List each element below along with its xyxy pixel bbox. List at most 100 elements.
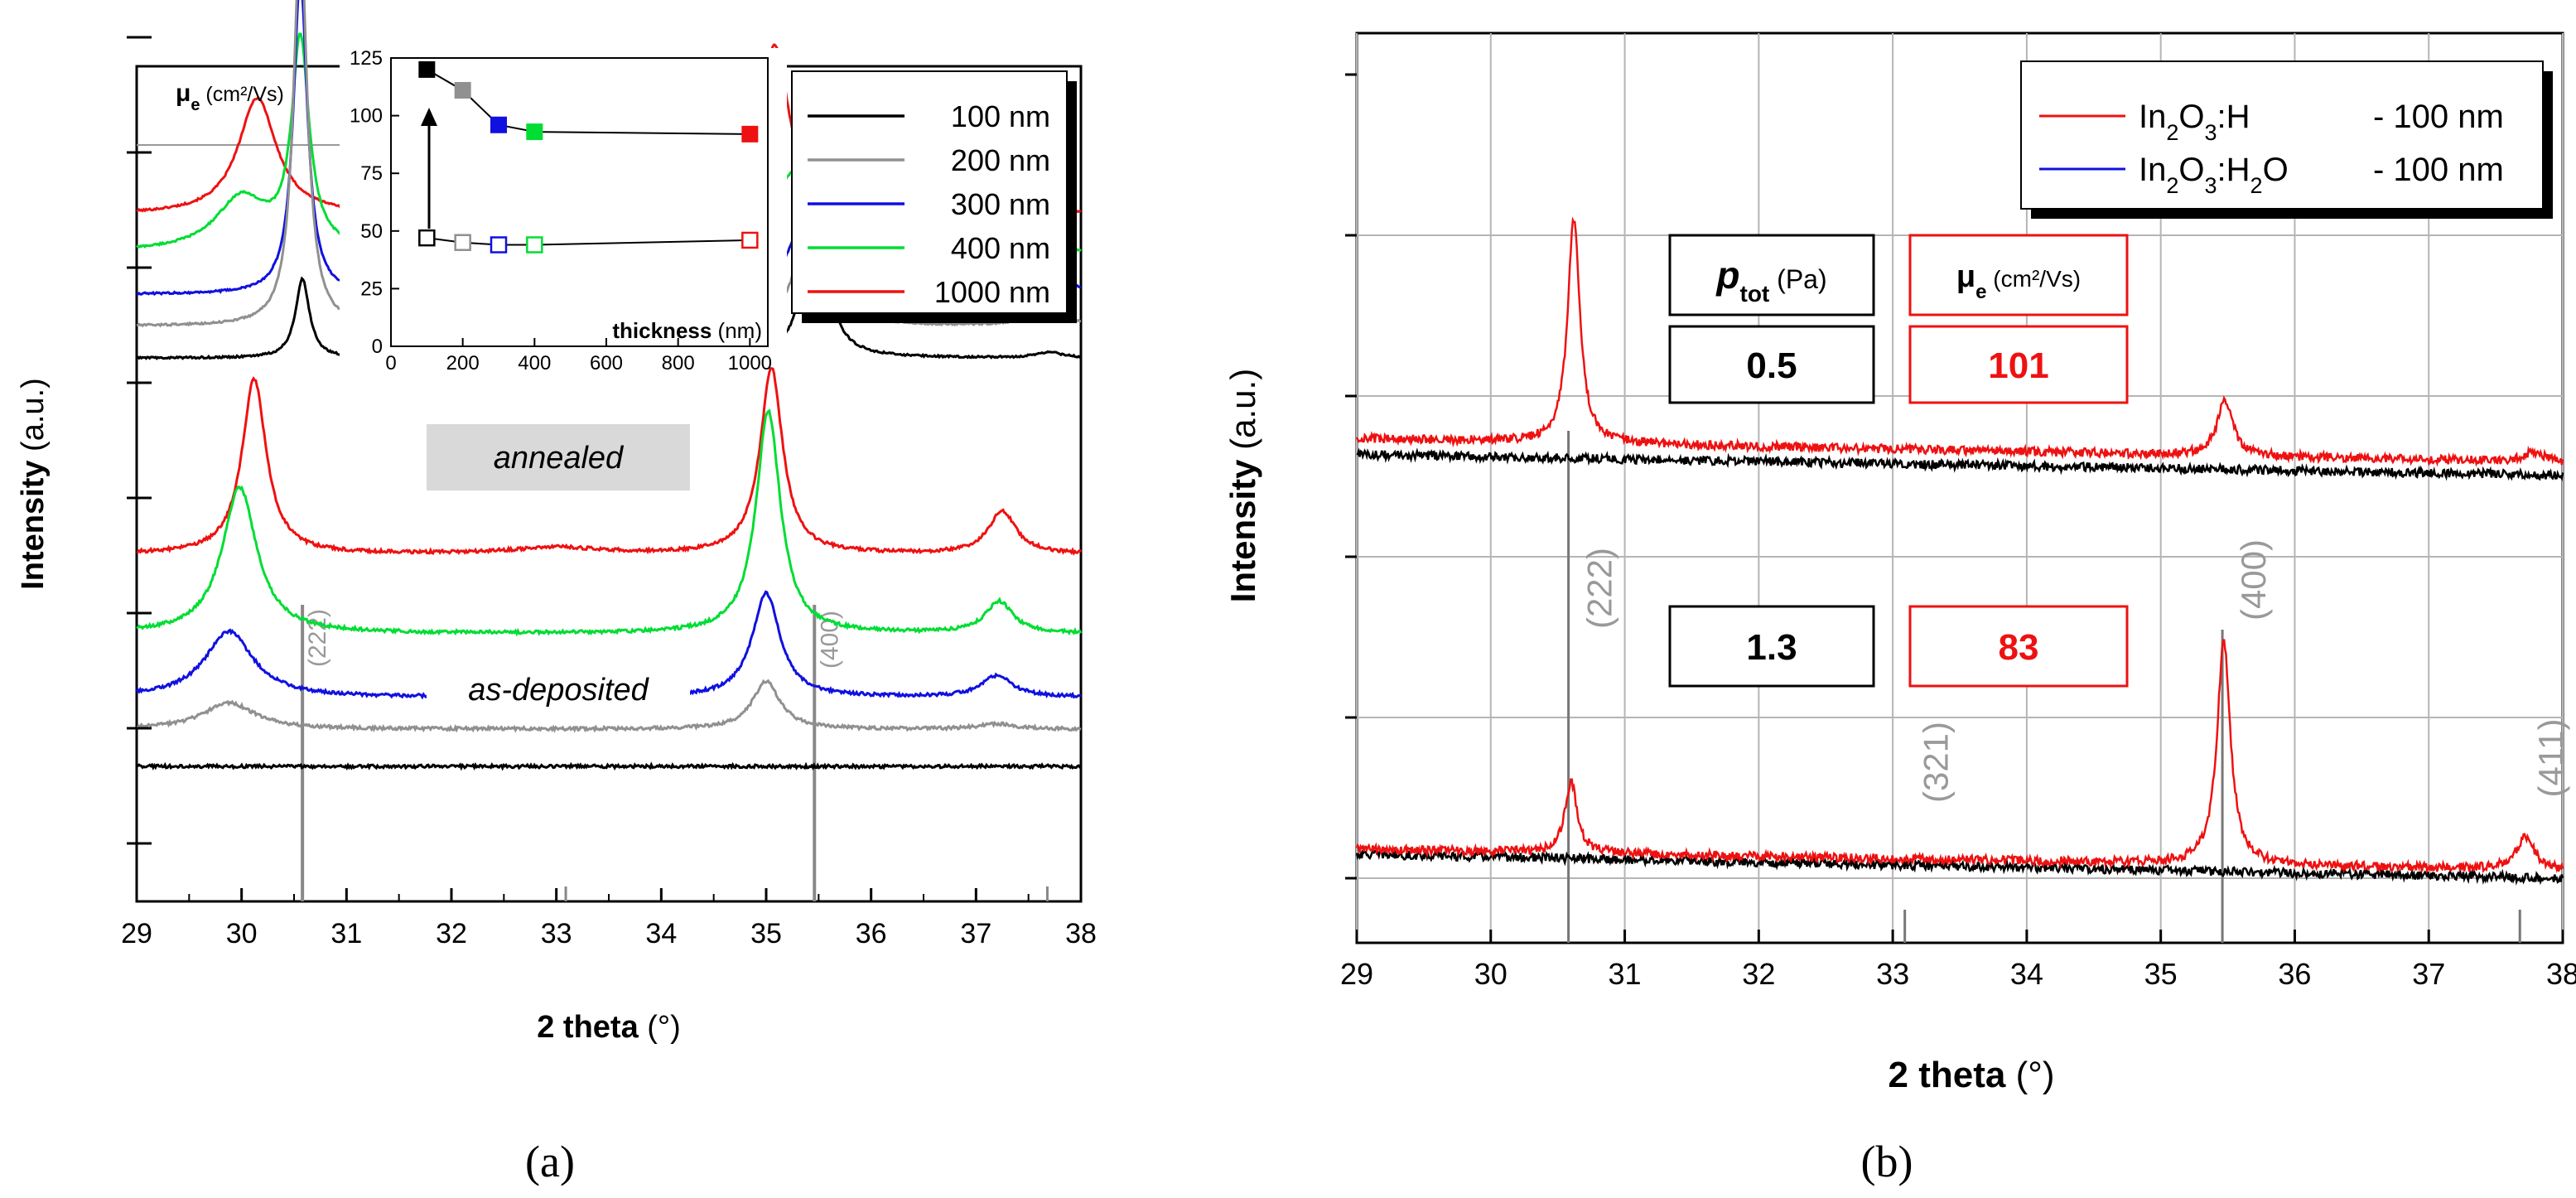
plot-a-xlabel-bold: 2 theta xyxy=(537,1010,639,1045)
legend-formula-in2o3-h-part4: 3 xyxy=(2205,120,2217,145)
p-tot-value-row1: 0.5 xyxy=(1746,345,1797,386)
mu-e-cell-row1 xyxy=(1908,325,2129,404)
plot-a-xtick-label: 33 xyxy=(541,918,572,949)
inset-point-as-deposited xyxy=(526,236,543,254)
legend-label-in2o3-h: In2O3:H xyxy=(2139,99,2250,145)
plot-a-reflection-label: (222) xyxy=(304,609,331,667)
mu-e-header: μe (cm²/Vs) xyxy=(1956,259,2081,303)
inset-xtick-label: 600 xyxy=(590,352,623,374)
plot-b-ylabel: Intensity (a.u.) xyxy=(1223,369,1262,602)
inset-ytick-label: 25 xyxy=(360,278,383,300)
mu-e-header-unit: (cm²/Vs) xyxy=(1987,266,2082,292)
plot-b-xtick-label: 36 xyxy=(2278,957,2311,991)
inset-xtick-label: 0 xyxy=(385,352,396,374)
inset-point-annealed xyxy=(526,123,543,141)
plot-b-series-line xyxy=(1355,216,2564,467)
plot-b-reflection-label: (411) xyxy=(2531,719,2570,798)
panel-a: (222) (400) 29 30 31 32 33 34 35 36 37 38 Intensit… xyxy=(16,0,1097,1186)
legend-formula-in2o3-h2o-part6: 2 xyxy=(2250,173,2263,198)
plot-b-xtick-label: 38 xyxy=(2546,957,2576,991)
plot-b-legend: In2O3:H - 100 nm In2O3:H2O - 100 nm xyxy=(2020,60,2553,219)
legend-suffix-in2o3-h: - 100 nm xyxy=(2373,99,2504,135)
plot-a-xlabel: 2 theta (°) xyxy=(537,1010,681,1045)
svg-text:Intensity (a.u.): Intensity (a.u.) xyxy=(16,378,51,590)
plot-a-series-line xyxy=(136,679,1082,733)
inset-ytick-label: 50 xyxy=(360,220,383,243)
plot-a-axis-ticks: 29 30 31 32 33 34 35 36 37 38 xyxy=(121,36,1097,949)
legend-formula-in2o3-h2o-part2: 2 xyxy=(2166,173,2178,198)
plot-a-legend-items: 100 nm 200 nm 300 nm 400 nm 1000 nm xyxy=(808,99,1050,309)
plot-a-ylabel-unit: (a.u.) xyxy=(16,378,51,460)
inset-ytick-label: 125 xyxy=(350,47,383,70)
plot-a-xtick-label: 37 xyxy=(960,918,991,949)
plot-a-series-line xyxy=(136,761,1083,771)
inset-xtick-label: 400 xyxy=(518,352,551,374)
plot-b-grid xyxy=(1356,33,2564,943)
plot-b-reflection-label: (400) xyxy=(2234,539,2273,621)
plot-b-xlabel-unit: (°) xyxy=(2005,1055,2054,1095)
plot-b-xtick-label: 32 xyxy=(1742,957,1775,991)
plot-b-axis-ticks: 29 30 31 32 33 34 35 36 37 38 xyxy=(1340,73,2576,991)
inset-xtick-label: 200 xyxy=(446,352,480,374)
panel-b-label: (b) xyxy=(1861,1137,1913,1186)
plot-a-legend-label: 1000 nm xyxy=(934,275,1050,309)
plot-b-xtick-label: 37 xyxy=(2412,957,2445,991)
plot-a-xtick-label: 31 xyxy=(330,918,362,949)
inset-point-annealed xyxy=(454,81,471,99)
plot-b-xtick-label: 34 xyxy=(2010,957,2043,991)
annealed-label: annealed xyxy=(494,441,625,476)
inset-arrow-head xyxy=(421,108,437,126)
plot-b-xtick-label: 30 xyxy=(1474,957,1507,991)
panel-a-label: (a) xyxy=(525,1137,575,1186)
plot-b-series-line xyxy=(1355,848,2564,886)
mobility-axis-label-sub: e xyxy=(191,96,200,114)
plot-a-legend-label: 200 nm xyxy=(951,143,1050,177)
mu-e-value-row2: 83 xyxy=(1999,627,2039,668)
plot-b-xtick-label: 29 xyxy=(1340,957,1373,991)
p-tot-cell-row2 xyxy=(1668,605,1875,688)
mobility-axis-label-main: μ xyxy=(176,80,191,107)
plot-a-xlabel-unit: (°) xyxy=(639,1010,681,1045)
plot-a-xtick-label: 36 xyxy=(856,918,887,949)
inset-point-annealed xyxy=(418,60,436,78)
inset-xtick-label: 800 xyxy=(662,352,695,374)
mu-e-header-main: μ xyxy=(1956,259,1975,294)
inset-xlabel-unit: (nm) xyxy=(712,318,762,343)
plot-b-xlabel: 2 theta (°) xyxy=(1889,1055,2055,1095)
plot-b-series-group xyxy=(1355,216,2564,886)
plot-a-series-line xyxy=(136,408,1083,637)
inset-axis-ticks: 0 200 400 600 800 1000 0 25 50 75 100 125 xyxy=(350,47,772,374)
plot-b-reflection-label: (222) xyxy=(1580,548,1619,629)
plot-b-ylabel-unit: (a.u.) xyxy=(1223,369,1262,460)
mu-e-header-cell xyxy=(1908,234,2129,316)
plot-b-xlabel-bold: 2 theta xyxy=(1889,1055,2006,1095)
inset-background xyxy=(340,48,787,366)
inset-point-as-deposited xyxy=(741,231,759,249)
inset-chart: 0 200 400 600 800 1000 0 25 50 75 100 125 thickness… xyxy=(176,47,787,374)
plot-a-xtick-label: 35 xyxy=(750,918,782,949)
plot-a-legend: 100 nm 200 nm 300 nm 400 nm 1000 nm xyxy=(791,70,1077,323)
p-tot-header-unit: (Pa) xyxy=(1769,264,1826,294)
mobility-axis-label-unit: (cm²/Vs) xyxy=(200,83,283,106)
plot-b-ylabel-bold: Intensity xyxy=(1223,459,1262,602)
plot-a-xtick-label: 34 xyxy=(645,918,677,949)
legend-formula-in2o3-h2o-part4: 3 xyxy=(2205,173,2217,198)
p-tot-value-row2: 1.3 xyxy=(1746,627,1797,668)
panel-b: (222)(321)(400)(411) 29 30 31 32 33 34 35 36 37 3… xyxy=(1223,31,2576,1186)
plot-a-legend-label: 300 nm xyxy=(951,187,1050,221)
plot-a-ylabel: Intensity (a.u.) xyxy=(16,378,51,590)
svg-text:Intensity (a.u.): Intensity (a.u.) xyxy=(1223,369,1262,602)
inset-xtick-label: 1000 xyxy=(728,352,772,374)
plot-a-xtick-label: 38 xyxy=(1065,918,1097,949)
annealed-box xyxy=(427,424,690,490)
plot-b-xtick-label: 33 xyxy=(1876,957,1909,991)
mu-e-header-sub: e xyxy=(1975,281,1986,303)
legend-formula-in2o3-h2o-part1: In xyxy=(2139,152,2166,188)
plot-b-series-line xyxy=(1355,639,2564,875)
plot-a-xtick-label: 29 xyxy=(121,918,152,949)
inset-ytick-label: 0 xyxy=(372,336,383,358)
inset-ytick-label: 100 xyxy=(350,105,383,128)
plot-a-reflection-lines: (222) (400) xyxy=(301,605,1049,901)
inset-xlabel-bold: thickness xyxy=(612,318,712,343)
inset-point-annealed xyxy=(741,125,759,143)
